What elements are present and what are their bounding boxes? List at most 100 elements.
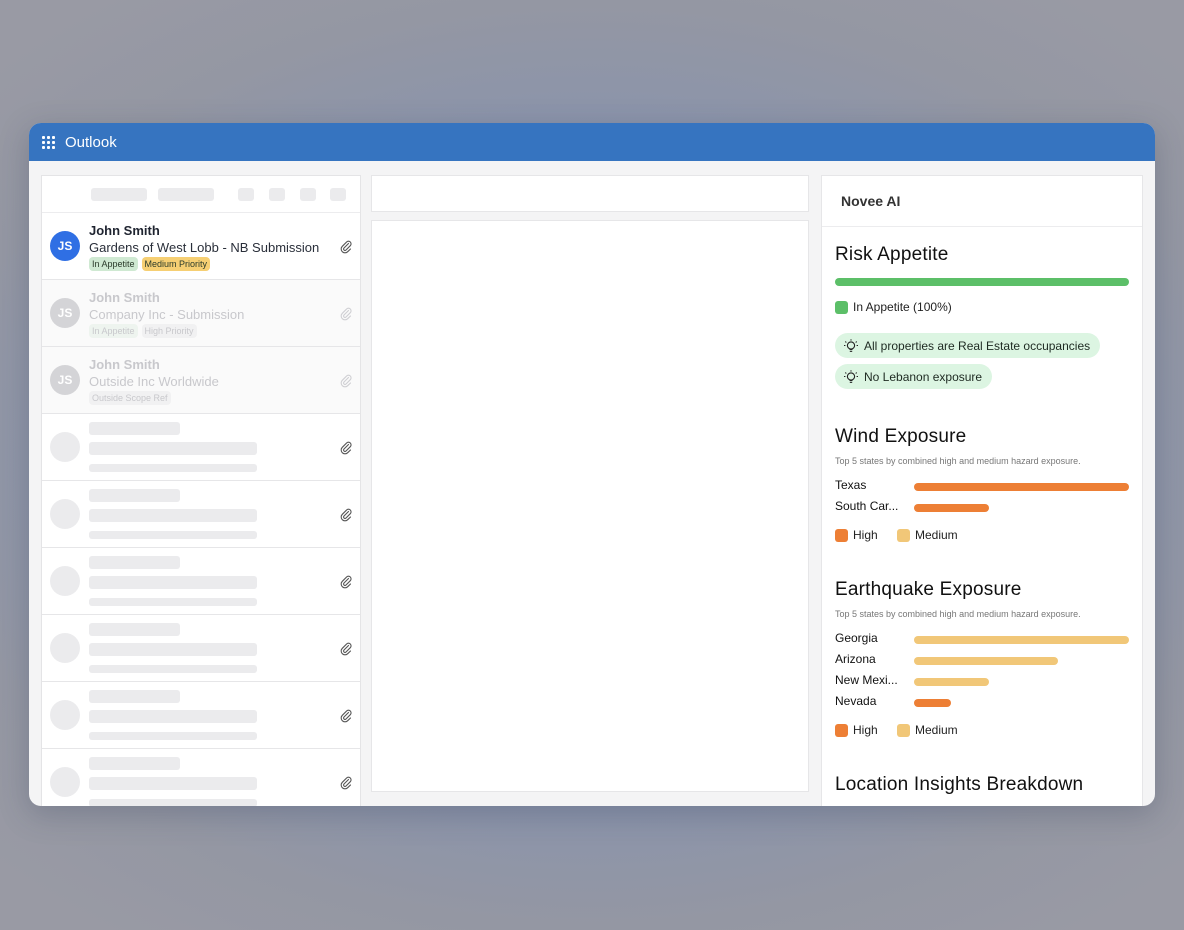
text-placeholder <box>89 442 257 455</box>
title-bar: Outlook <box>29 123 1155 161</box>
toolbar-placeholder <box>330 188 346 201</box>
legend-swatch <box>835 528 848 542</box>
wind-exposure-note: Top 5 states by combined high and medium… <box>835 456 1081 466</box>
mail-item[interactable]: JS John Smith Gardens of West Lobb - NB … <box>42 213 360 280</box>
text-placeholder <box>89 643 257 656</box>
attachment-icon <box>340 441 352 455</box>
avatar-placeholder <box>50 633 80 663</box>
mail-subject: Gardens of West Lobb - NB Submission <box>89 240 320 255</box>
attachment-icon <box>340 240 352 254</box>
text-placeholder <box>89 598 257 606</box>
attachment-icon <box>340 307 352 321</box>
text-placeholder <box>89 690 180 703</box>
outlook-window: Outlook JS John Smith Gardens of West Lo… <box>29 123 1155 806</box>
text-placeholder <box>89 531 257 539</box>
legend-swatch <box>897 528 910 542</box>
legend-label: In Appetite (100%) <box>853 300 952 314</box>
lightbulb-icon <box>844 369 858 383</box>
avatar-placeholder <box>50 566 80 596</box>
text-placeholder <box>89 576 257 589</box>
text-placeholder <box>89 757 180 770</box>
mail-item-placeholder <box>42 682 360 749</box>
text-placeholder <box>89 422 180 435</box>
risk-appetite-legend: In Appetite (100%) <box>835 300 952 314</box>
app-title: Outlook <box>65 133 117 151</box>
lightbulb-icon <box>844 338 858 352</box>
mail-item-placeholder <box>42 481 360 548</box>
chart-category-label: New Mexi... <box>835 673 898 687</box>
mail-sender: John Smith <box>89 223 160 238</box>
avatar-placeholder <box>50 767 80 797</box>
wind-legend-medium: Medium <box>897 528 958 542</box>
text-placeholder <box>89 799 257 806</box>
avatar-placeholder <box>50 432 80 462</box>
ai-panel: Novee AI Risk Appetite In Appetite (100%… <box>821 175 1143 806</box>
chart-category-label: Texas <box>835 478 867 492</box>
mail-tags: In Appetite High Priority <box>89 324 197 338</box>
chart-bar-medium <box>914 678 990 686</box>
insight-text: No Lebanon exposure <box>864 369 983 384</box>
earthquake-exposure-title: Earthquake Exposure <box>835 579 1022 600</box>
avatar: JS <box>50 231 80 261</box>
insight-pill: No Lebanon exposure <box>835 364 993 389</box>
chart-bar-high <box>914 699 951 707</box>
reading-pane-header <box>371 175 809 212</box>
mail-item[interactable]: JS John Smith Company Inc - Submission I… <box>42 280 360 347</box>
text-placeholder <box>89 489 180 502</box>
toolbar-placeholder <box>300 188 316 201</box>
chart-bar-medium <box>914 636 1129 644</box>
chart-bar-high <box>914 504 990 512</box>
tag-high-priority: High Priority <box>141 324 197 338</box>
mail-item-placeholder <box>42 548 360 615</box>
toolbar-placeholder <box>158 188 214 201</box>
toolbar-placeholder <box>91 188 147 201</box>
chart-category-label: South Car... <box>835 499 899 513</box>
legend-label: Medium <box>915 528 958 542</box>
app-launcher-icon[interactable] <box>42 135 55 149</box>
ai-panel-title: Novee AI <box>822 176 1142 227</box>
chart-bar-medium <box>914 657 1059 665</box>
tag-medium-priority: Medium Priority <box>141 257 211 271</box>
legend-swatch <box>835 300 848 314</box>
tag-in-appetite: In Appetite <box>89 324 138 338</box>
earthquake-exposure-note: Top 5 states by combined high and medium… <box>835 609 1081 619</box>
mail-item-placeholder <box>42 414 360 481</box>
attachment-icon <box>340 709 352 723</box>
attachment-icon <box>340 575 352 589</box>
insight-text: All properties are Real Estate occupanci… <box>864 338 1091 353</box>
text-placeholder <box>89 710 257 723</box>
mail-subject: Outside Inc Worldwide <box>89 374 219 389</box>
wind-exposure-title: Wind Exposure <box>835 426 967 447</box>
attachment-icon <box>340 374 352 388</box>
mail-item-placeholder <box>42 615 360 682</box>
avatar: JS <box>50 298 80 328</box>
attachment-icon <box>340 508 352 522</box>
mail-list-toolbar <box>42 176 360 213</box>
mail-tags: In Appetite Medium Priority <box>89 257 211 271</box>
attachment-icon <box>340 776 352 790</box>
wind-legend-high: High <box>835 528 878 542</box>
text-placeholder <box>89 777 257 790</box>
text-placeholder <box>89 509 257 522</box>
tag-in-appetite: In Appetite <box>89 257 138 271</box>
legend-label: Medium <box>915 723 958 737</box>
toolbar-placeholder <box>269 188 285 201</box>
mail-item[interactable]: JS John Smith Outside Inc Worldwide Outs… <box>42 347 360 414</box>
insight-pill: All properties are Real Estate occupanci… <box>835 333 1101 358</box>
toolbar-placeholder <box>238 188 254 201</box>
legend-label: High <box>853 723 878 737</box>
text-placeholder <box>89 732 257 740</box>
tag-outside-scope: Outside Scope Ref <box>89 391 171 405</box>
text-placeholder <box>89 623 180 636</box>
mail-subject: Company Inc - Submission <box>89 307 245 322</box>
earthquake-legend-high: High <box>835 723 878 737</box>
risk-appetite-bar <box>835 278 1129 286</box>
chart-category-label: Nevada <box>835 694 877 708</box>
avatar-placeholder <box>50 499 80 529</box>
reading-pane <box>371 220 809 792</box>
risk-appetite-title: Risk Appetite <box>835 244 949 265</box>
chart-category-label: Georgia <box>835 631 878 645</box>
legend-swatch <box>835 723 848 737</box>
attachment-icon <box>340 642 352 656</box>
text-placeholder <box>89 556 180 569</box>
